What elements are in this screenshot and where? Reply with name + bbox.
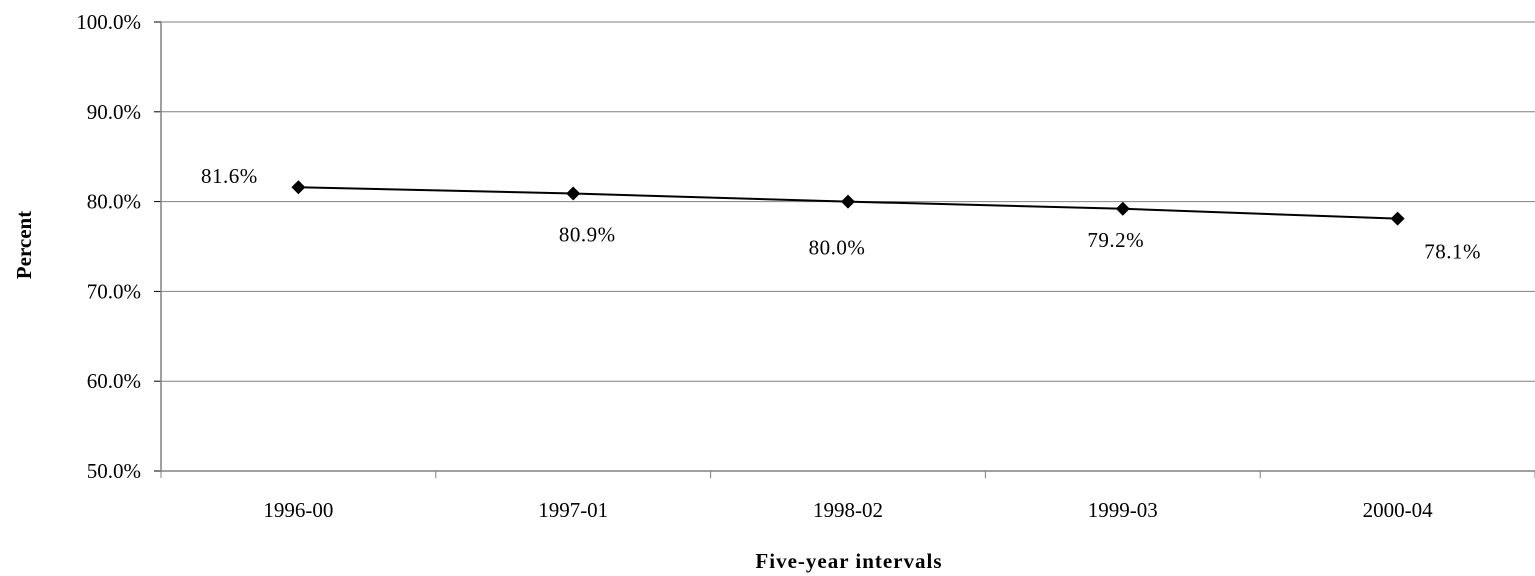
data-point-marker	[1115, 201, 1130, 216]
data-label: 79.2%	[1087, 228, 1144, 252]
data-point-marker	[566, 186, 581, 201]
y-tick-label: 70.0%	[87, 279, 141, 303]
y-tick-label: 90.0%	[87, 100, 141, 124]
y-tick-label: 100.0%	[76, 10, 141, 34]
data-label: 80.0%	[809, 236, 866, 260]
data-point-marker	[1390, 211, 1405, 226]
data-point-marker	[841, 194, 855, 209]
x-tick-label: 1996-00	[263, 498, 333, 522]
y-tick-label: 60.0%	[87, 369, 141, 393]
data-point-marker	[291, 180, 306, 195]
data-labels: 81.6% 80.9% 80.0% 79.2% 78.1%	[201, 164, 1481, 264]
y-tick-label: 80.0%	[87, 190, 141, 214]
data-label: 81.6%	[201, 164, 258, 188]
y-axis-title: Percent	[12, 211, 36, 279]
x-axis-title: Five-year intervals	[755, 549, 942, 573]
data-label: 78.1%	[1424, 240, 1481, 264]
y-tick-label: 50.0%	[87, 459, 141, 483]
x-tick-label: 1998-02	[813, 498, 883, 522]
x-tick-label: 1997-01	[538, 498, 608, 522]
x-tick-label: 2000-04	[1363, 498, 1433, 522]
data-label: 80.9%	[559, 223, 616, 247]
axes: 50.0% 60.0% 70.0% 80.0% 90.0% 100.0% 1996-00 19…	[76, 10, 1535, 522]
series-percent	[291, 180, 1405, 226]
x-tick-label: 1999-03	[1088, 498, 1158, 522]
